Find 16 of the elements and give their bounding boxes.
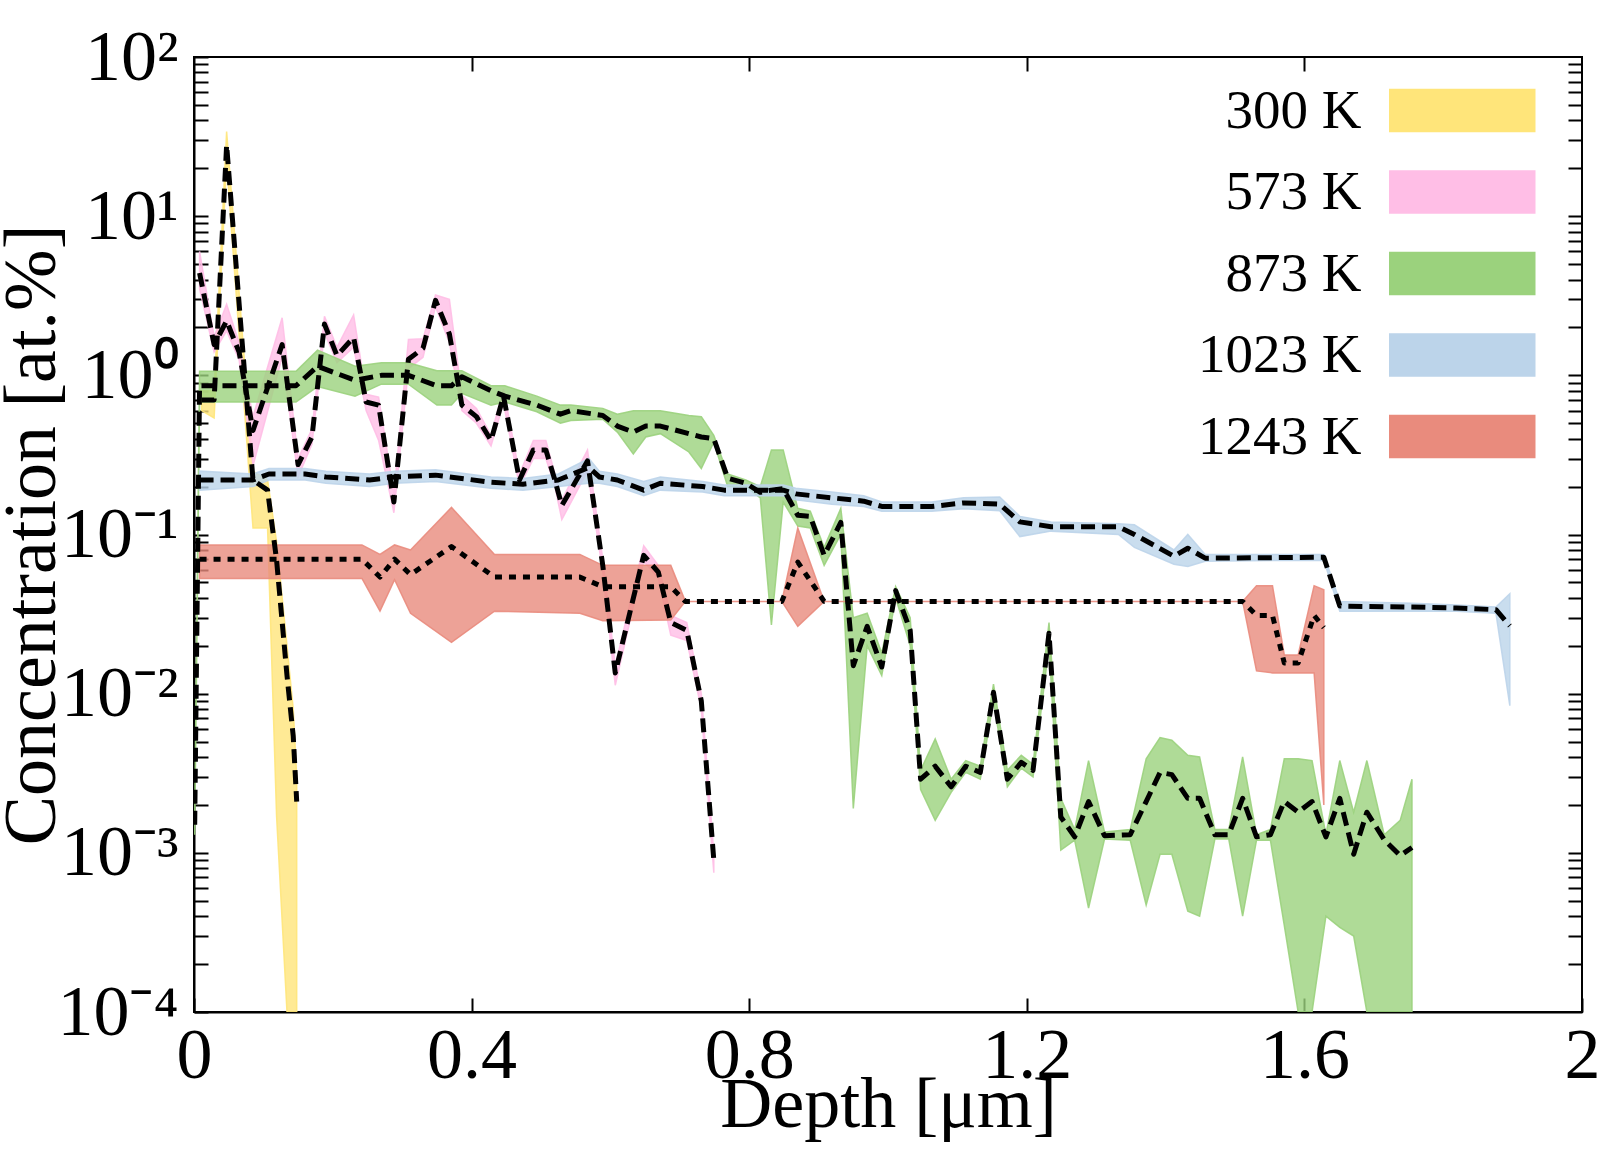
y-tick-label: 10¹ xyxy=(84,174,179,255)
y-tick-label: 10² xyxy=(84,15,179,96)
legend-label: 573 K xyxy=(1225,160,1362,221)
legend-label: 1023 K xyxy=(1198,323,1362,384)
legend-label: 300 K xyxy=(1225,78,1362,140)
x-tick-label: 1.6 xyxy=(1259,1013,1350,1094)
x-tick-label: 2 xyxy=(1564,1013,1600,1094)
y-tick-label: 10⁻³ xyxy=(60,811,179,892)
legend-label: 1243 K xyxy=(1198,404,1362,466)
y-tick-label: 10⁻² xyxy=(60,652,179,733)
x-tick-label: 0.4 xyxy=(427,1013,518,1094)
y-tick-label: 10⁻¹ xyxy=(60,493,179,573)
y-tick-label: 10⁻⁴ xyxy=(57,970,179,1051)
x-tick-label: 0 xyxy=(176,1013,213,1094)
legend-label: 873 K xyxy=(1225,241,1362,303)
y-tick-label: 10⁰ xyxy=(81,333,179,414)
